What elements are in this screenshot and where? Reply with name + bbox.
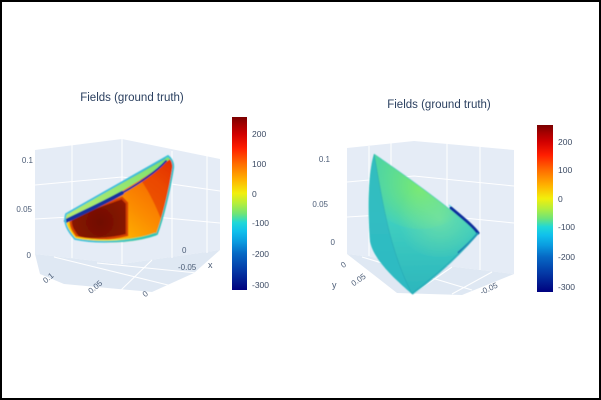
right-3d-plot: Fields (ground truth) — [312, 99, 515, 297]
y-axis-label: y — [332, 280, 337, 290]
y-tick: 0 — [141, 289, 151, 299]
y-tick: 0 — [339, 260, 348, 270]
z-tick: 0.1 — [319, 155, 331, 164]
x-tick: 0 — [182, 246, 187, 255]
surface-cyan-edge — [64, 154, 175, 243]
y-tick: 0.05 — [350, 271, 368, 288]
colorbar-tick: 100 — [252, 158, 267, 169]
colorbar-tick: 200 — [252, 129, 267, 140]
surface-navy-streak-thick — [64, 191, 124, 223]
surface-left-ridge — [373, 154, 413, 294]
surface-green-band — [66, 156, 170, 219]
left-surface-mesh[interactable] — [64, 154, 175, 243]
colorbar-tick: 0 — [252, 188, 257, 199]
colorbar-tick: -200 — [558, 251, 576, 262]
right-3d-scene[interactable]: 0.1 0.05 0 0 0.05 y -0.05 — [312, 141, 515, 297]
z-tick: 0.05 — [16, 205, 32, 214]
z-tick: 0.1 — [22, 156, 34, 165]
colorbar-gradient — [232, 117, 247, 290]
x-axis-label: x — [208, 260, 213, 270]
surface-bottom-edge — [411, 232, 479, 295]
colorbar-tick: 100 — [558, 164, 573, 175]
left-colorbar: 200 100 0 -100 -200 -300 — [232, 117, 269, 290]
left-3d-scene[interactable]: 0.1 0.05 0 0.1 0.05 0 0 -0.05 x — [16, 139, 221, 299]
left-axis-ticks: 0.1 0.05 0 0.1 0.05 0 0 -0.05 x — [16, 156, 213, 299]
surface-navy-edge-band — [449, 206, 480, 235]
surface-left-face — [368, 154, 412, 294]
colorbar-tick: -200 — [252, 248, 270, 259]
colorbar-gradient — [537, 125, 553, 292]
z-tick: 0 — [331, 238, 336, 247]
scene-grid — [34, 139, 221, 292]
z-tick: 0.05 — [312, 200, 328, 209]
plot-title: Fields (ground truth) — [387, 99, 491, 111]
scene-floor — [35, 250, 220, 292]
surface-navy-streak-thin — [121, 160, 167, 194]
colorbar-tick: 0 — [558, 194, 563, 205]
colorbar-tick: -100 — [252, 217, 270, 228]
colorbar-tick: 200 — [558, 136, 573, 147]
right-colorbar: 200 100 0 -100 -200 -300 — [537, 125, 575, 292]
colorbar-tick: -300 — [252, 279, 270, 290]
left-3d-plot: Fields (ground truth) — [16, 92, 221, 299]
colorbar-tick: -100 — [558, 221, 576, 232]
plot-title: Fields (ground truth) — [80, 92, 184, 104]
z-tick: 0 — [27, 251, 32, 260]
colorbar-tick: -300 — [558, 281, 576, 292]
x-tick: -0.05 — [178, 263, 197, 272]
